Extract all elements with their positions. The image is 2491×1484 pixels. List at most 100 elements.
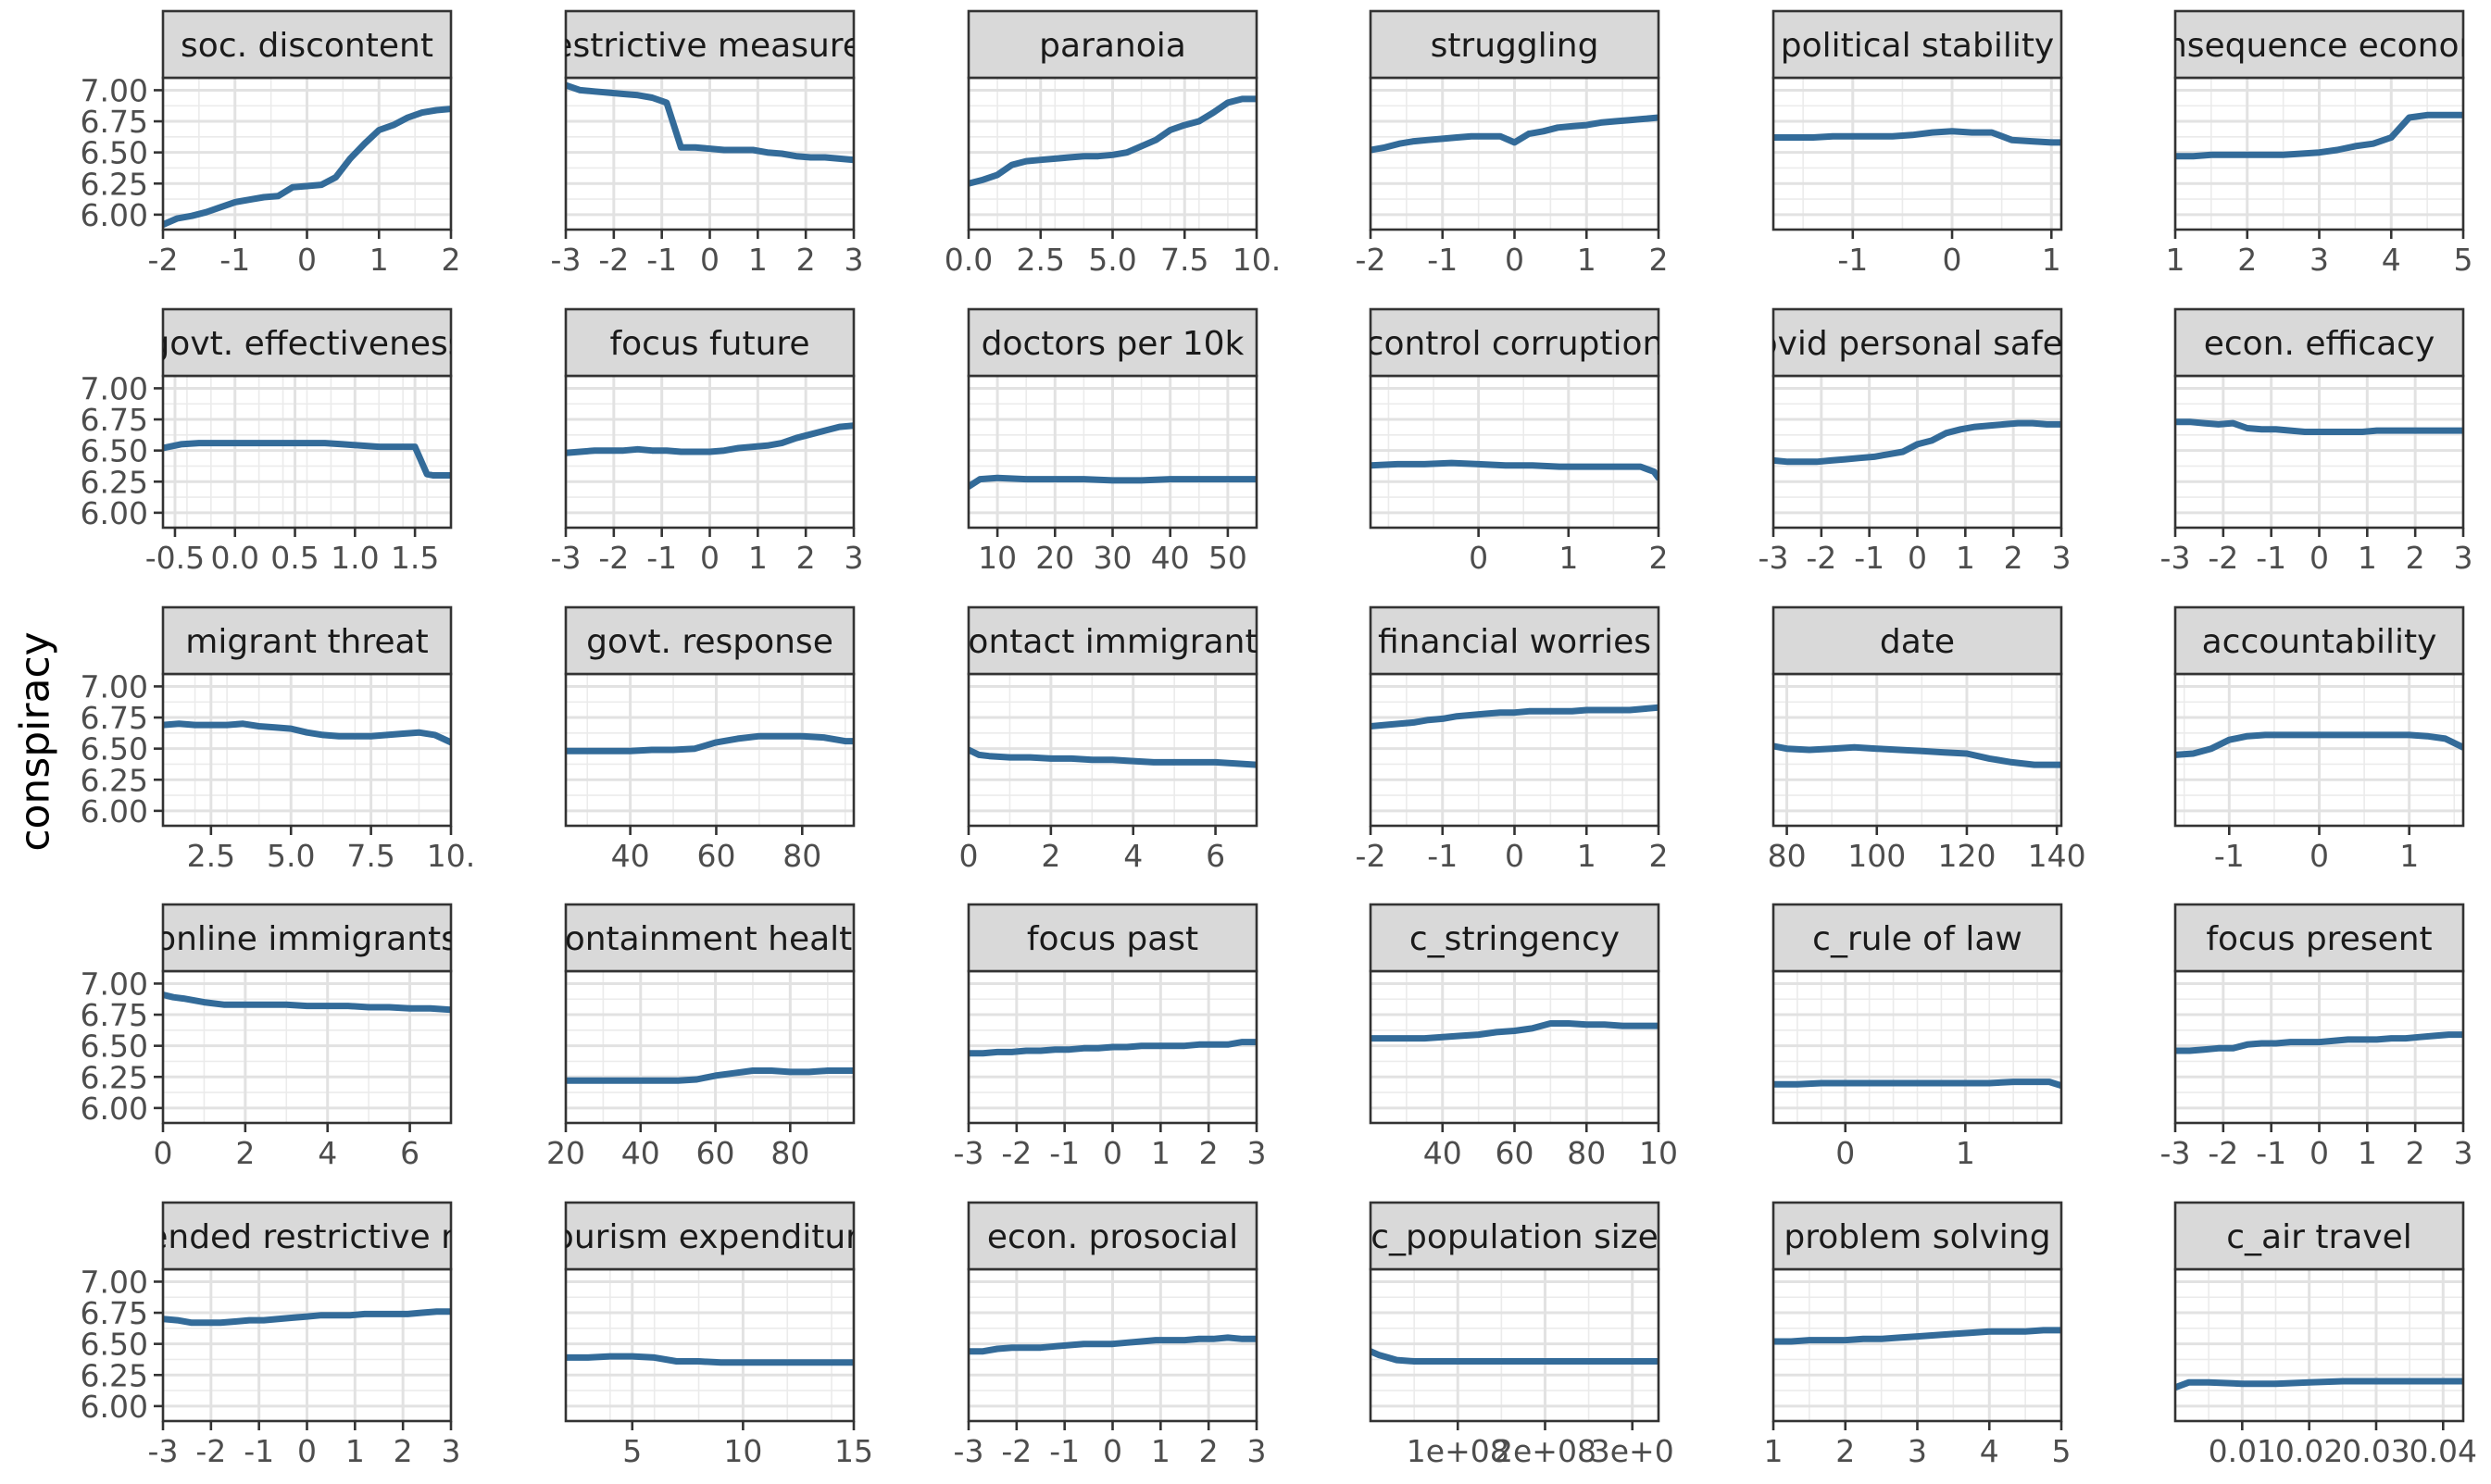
facet-strip <box>1771 903 2063 973</box>
series-line <box>2175 418 2463 435</box>
facet-panel: containment health 20 40 60 80 <box>546 903 856 1171</box>
x-tick-label: 2 <box>1835 1433 1855 1469</box>
facet-panel: focus past -3 -2 -1 0 1 2 3 <box>954 903 1267 1171</box>
series-line <box>969 474 1257 491</box>
x-tick-label: 1 <box>1956 1135 1975 1171</box>
y-tick-label: 6.50 <box>81 1327 148 1363</box>
x-tick-label: 2 <box>1649 242 1669 278</box>
x-tick-label: -1 <box>244 1433 274 1469</box>
y-tick-label: 6.00 <box>81 1389 148 1425</box>
y-tick-label: 6.00 <box>81 793 148 829</box>
x-tick-label: 3 <box>1247 1433 1267 1469</box>
x-tick-label: -2 <box>598 540 629 576</box>
x-tick-label: 3 <box>2454 1135 2473 1171</box>
facet-strip-label: econ. prosocial <box>987 1218 1238 1256</box>
x-tick-label: 0 <box>2309 1135 2329 1171</box>
x-tick-label: -1 <box>1427 242 1458 278</box>
x-tick-label: 0 <box>1469 540 1488 576</box>
x-tick-label: 1 <box>1764 1433 1784 1469</box>
x-tick-label: 2 <box>2004 540 2023 576</box>
series-line <box>969 1039 1257 1057</box>
facet-strip-label: covid personal safety <box>1739 325 2096 363</box>
x-tick-label: 100 <box>1847 838 1906 874</box>
facet-strip <box>2173 9 2465 80</box>
x-tick-label: 1 <box>345 1433 365 1469</box>
x-tick-label: 1.0 <box>331 540 379 576</box>
facet-strip-label: c_population size <box>1371 1218 1659 1256</box>
x-tick-label: -3 <box>954 1135 984 1171</box>
y-tick-label: 7.00 <box>81 668 148 705</box>
facet-strip-label: contact immigrants <box>950 623 1276 661</box>
x-tick-label: -2 <box>1356 242 1386 278</box>
facet-strip-label: financial worries <box>1378 623 1651 661</box>
series-line <box>163 440 451 479</box>
panel-grid <box>2175 674 2463 826</box>
series-line <box>1773 742 2061 768</box>
x-tick-label: 0 <box>2309 838 2329 874</box>
x-tick-label: 1.5 <box>391 540 439 576</box>
x-tick-label: 1e+08 <box>1407 1433 1509 1469</box>
y-tick-label: 6.25 <box>81 1059 148 1095</box>
x-tick-label: 2 <box>1199 1135 1219 1171</box>
x-tick-label: 1 <box>2166 242 2185 278</box>
series-line <box>566 1067 854 1084</box>
x-tick-label: 0 <box>297 1433 317 1469</box>
series-line <box>1371 459 1659 481</box>
facet-strip <box>2173 605 2465 676</box>
x-tick-label: 2 <box>796 540 816 576</box>
x-tick-label: -1 <box>1854 540 1884 576</box>
facet-strip-label: online immigrants <box>156 920 458 958</box>
y-tick-label: 6.50 <box>81 1029 148 1065</box>
facet-panel: c_air travel 0.010.020.030.04 <box>2173 1201 2477 1469</box>
x-tick-label: 10 <box>723 1433 762 1469</box>
series-line <box>1371 1020 1659 1042</box>
panel-grid <box>2175 1269 2463 1421</box>
x-tick-label: 2 <box>1649 838 1669 874</box>
x-tick-label: 1 <box>748 242 768 278</box>
x-tick-label: -3 <box>551 540 582 576</box>
facet-strip-label: date <box>1880 623 1955 661</box>
facet-panel: econ. efficacy -3 -2 -1 0 1 2 3 <box>2160 307 2473 576</box>
facet-strip-label: recommended restrictive measures <box>10 1218 604 1256</box>
series-line <box>163 1308 451 1327</box>
y-tick-label: 7.00 <box>81 966 148 1002</box>
x-tick-label: 0.03 <box>2342 1433 2410 1469</box>
x-tick-label: -1 <box>219 242 250 278</box>
x-tick-label: 60 <box>1496 1135 1534 1171</box>
x-tick-label: 3 <box>845 540 864 576</box>
x-tick-label: 0 <box>1943 242 1962 278</box>
x-tick-label: 3 <box>845 242 864 278</box>
y-tick-label: 6.75 <box>81 997 148 1033</box>
x-tick-label: -1 <box>2214 838 2245 874</box>
facet-strip <box>1771 9 2063 80</box>
facet-panel: govt. effectiveness-0.5 0.0 0.5 1.0 1.56.006… <box>81 307 453 576</box>
series-line <box>566 81 854 164</box>
panel-grid <box>566 1269 854 1421</box>
facet-panel: focus future -3 -2 -1 0 1 2 3 <box>551 307 864 576</box>
facet-strip <box>564 1201 856 1271</box>
x-tick-label: 3e+0 <box>1591 1433 1674 1469</box>
x-tick-label: 1 <box>1151 1135 1170 1171</box>
y-tick-label: 6.25 <box>81 464 148 500</box>
y-tick-label: 6.50 <box>81 731 148 767</box>
facet-strip <box>161 307 453 378</box>
x-tick-label: -1 <box>2256 1135 2286 1171</box>
facet-strip <box>1771 1201 2063 1271</box>
series-line <box>1773 1327 2061 1345</box>
x-tick-label: 2 <box>1649 540 1669 576</box>
series-line <box>1773 419 2061 466</box>
facet-panels: soc. discontent-2 -1 0 1 26.006.256.506.757.… <box>10 9 2477 1469</box>
x-tick-label: 20 <box>546 1135 585 1171</box>
facet-strip-label: paranoia <box>1039 27 1186 65</box>
x-tick-label: 5 <box>622 1433 642 1469</box>
x-tick-label: 0 <box>1835 1135 1855 1171</box>
x-tick-label: 1 <box>1577 242 1596 278</box>
facet-panel: tourism expenditure 5 10 15 <box>564 1201 873 1469</box>
facet-strip-label: soc. discontent <box>181 27 433 65</box>
y-tick-label: 7.00 <box>81 1264 148 1300</box>
x-tick-label: 2 <box>796 242 816 278</box>
x-tick-label: 80 <box>770 1135 809 1171</box>
panel-grid <box>1773 1269 2061 1421</box>
facet-panel: political stability -1 0 1 <box>1771 9 2063 278</box>
x-tick-label: -2 <box>1356 838 1386 874</box>
